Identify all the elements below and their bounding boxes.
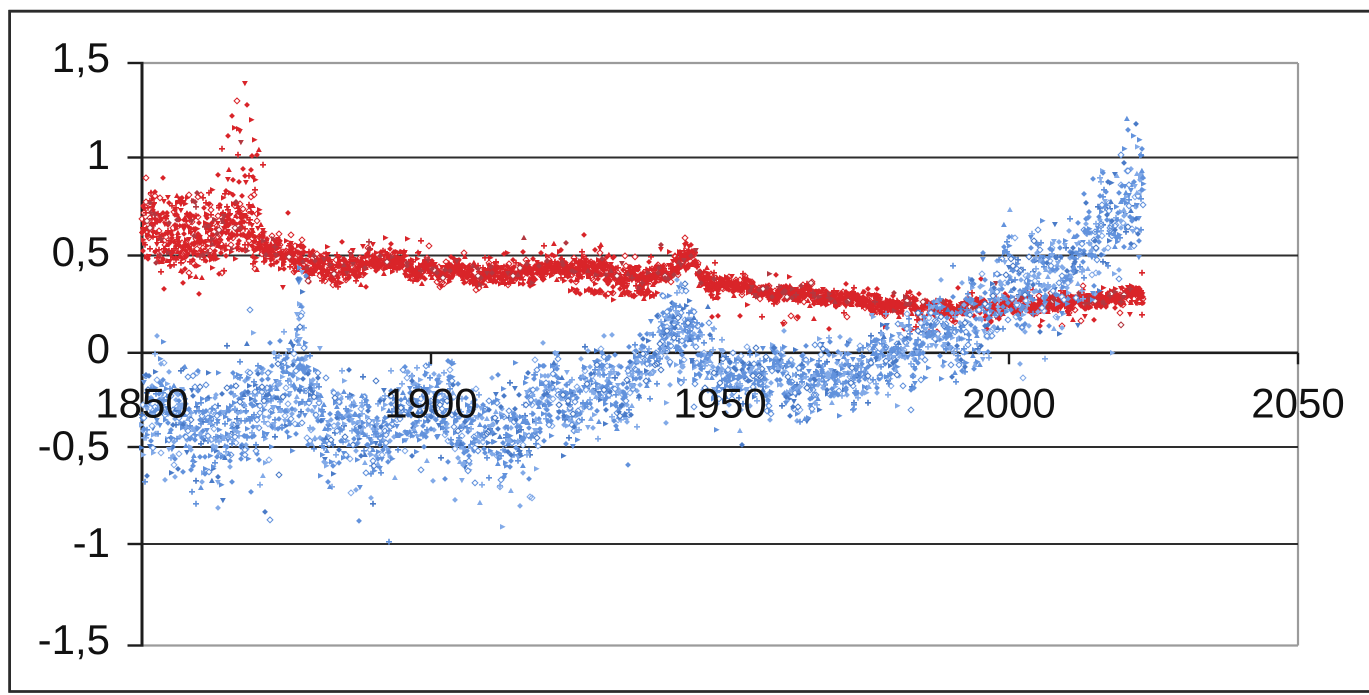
svg-text:0: 0	[87, 325, 110, 372]
svg-text:0,5: 0,5	[52, 228, 110, 275]
svg-text:1950: 1950	[673, 380, 766, 427]
svg-text:2000: 2000	[962, 380, 1055, 427]
svg-text:1,5: 1,5	[52, 34, 110, 81]
svg-text:1: 1	[87, 131, 110, 178]
svg-text:-0,5: -0,5	[38, 422, 110, 469]
svg-text:1850: 1850	[95, 380, 188, 427]
svg-text:-1: -1	[73, 519, 110, 566]
svg-text:2050: 2050	[1251, 380, 1344, 427]
svg-text:-1,5: -1,5	[38, 616, 110, 663]
svg-text:1900: 1900	[384, 380, 477, 427]
